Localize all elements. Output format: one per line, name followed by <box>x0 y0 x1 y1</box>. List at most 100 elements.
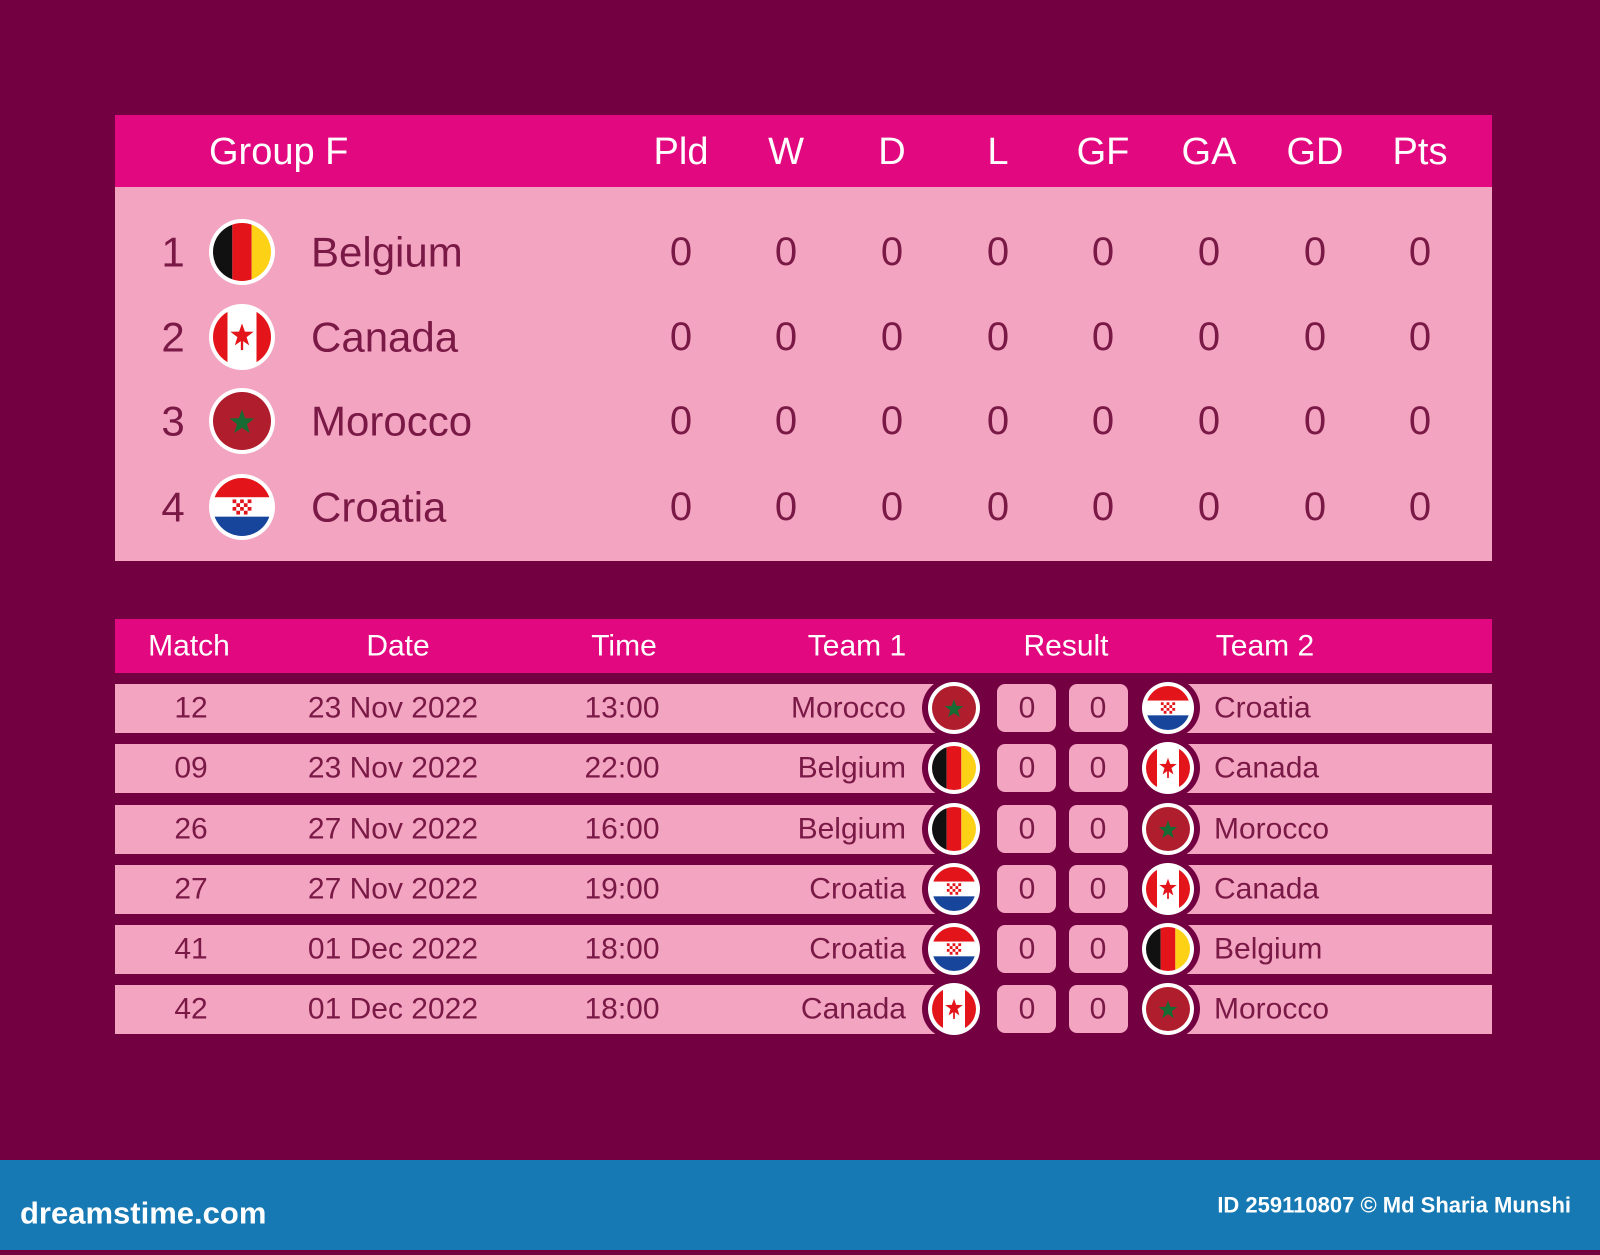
flag-star <box>229 409 255 433</box>
flag-check <box>1163 708 1167 711</box>
stat-value: 0 <box>881 315 903 359</box>
flag-check <box>949 946 953 949</box>
flag-check <box>243 507 248 511</box>
flag-band <box>1146 927 1161 971</box>
flag-leaf-stem <box>1167 770 1169 778</box>
flag-band <box>1179 746 1190 790</box>
match-date: 01 Dec 2022 <box>308 933 478 966</box>
flag-band <box>1146 686 1190 701</box>
score-box <box>997 865 1056 913</box>
flag-check <box>243 503 248 507</box>
flag-check <box>232 499 237 504</box>
footer-bar <box>0 1160 1600 1250</box>
match-number: 27 <box>174 873 207 906</box>
flag-band <box>213 478 271 498</box>
flag-check <box>1160 710 1164 714</box>
column-header: Team 2 <box>1216 630 1314 663</box>
flag <box>1146 807 1190 851</box>
flag <box>1146 686 1190 730</box>
flag-star <box>1158 820 1178 839</box>
team2-name: Belgium <box>1214 933 1322 966</box>
match-time: 22:00 <box>584 752 659 785</box>
flag <box>213 392 271 450</box>
flag-leaf <box>230 323 254 346</box>
flag-check <box>955 889 959 892</box>
flag-band <box>1160 927 1176 971</box>
flag-check <box>240 499 244 504</box>
flag-check <box>949 891 953 895</box>
flag-check <box>232 510 237 515</box>
flag-leaf-stem <box>1167 891 1169 899</box>
score-box <box>997 684 1056 732</box>
flag-check <box>955 951 959 955</box>
score-box <box>997 744 1056 792</box>
footer-site: dreamstime.com <box>20 1196 266 1231</box>
flag-check <box>1166 702 1170 706</box>
flag-check <box>946 889 950 892</box>
stat-value: 0 <box>1198 485 1220 529</box>
stat-value: 0 <box>1304 230 1326 274</box>
team1-name: Canada <box>801 993 906 1026</box>
flag-star <box>1158 1000 1178 1019</box>
flag-check <box>955 943 959 947</box>
team-name: Belgium <box>311 229 463 276</box>
team1-name: Croatia <box>809 873 906 906</box>
flag-check <box>1160 708 1164 711</box>
flag-check <box>949 886 953 889</box>
flag-band <box>251 223 271 281</box>
flag-check <box>1172 708 1176 711</box>
team1-name: Belgium <box>798 813 906 846</box>
match-date: 27 Nov 2022 <box>308 873 478 906</box>
column-header: Match <box>148 630 230 663</box>
match-row <box>115 925 1492 974</box>
stat-value: 0 <box>881 230 903 274</box>
team2-name: Canada <box>1214 873 1319 906</box>
flag-star <box>944 699 964 718</box>
score-box <box>997 805 1056 853</box>
column-header: GF <box>1077 131 1130 173</box>
team1-name: Morocco <box>791 692 906 725</box>
flag <box>932 807 976 851</box>
score: 0 <box>1090 813 1107 846</box>
match-number: 12 <box>174 692 207 725</box>
stat-value: 0 <box>987 485 1009 529</box>
flag-check <box>946 946 950 949</box>
flag <box>932 927 976 971</box>
flag-check <box>946 883 950 887</box>
standings-body <box>115 187 1492 561</box>
stat-value: 0 <box>987 399 1009 443</box>
stat-value: 0 <box>670 230 692 274</box>
stat-value: 0 <box>1409 485 1431 529</box>
flag-check <box>1166 705 1170 708</box>
flag-leaf <box>1159 878 1177 896</box>
flag-band <box>1179 867 1190 911</box>
flag <box>213 308 271 366</box>
flag-check <box>236 510 241 515</box>
match-time: 13:00 <box>584 692 659 725</box>
match-number: 41 <box>174 933 207 966</box>
flag-check <box>1160 702 1164 706</box>
flag-check <box>958 889 962 892</box>
flag-band <box>232 223 252 281</box>
score-box <box>997 925 1056 973</box>
stat-value: 0 <box>1198 315 1220 359</box>
score: 0 <box>1019 752 1036 785</box>
flag-check <box>958 949 962 952</box>
flag-check <box>1160 705 1164 708</box>
column-header: GD <box>1287 131 1344 173</box>
flag-check <box>1166 708 1170 711</box>
stat-value: 0 <box>881 485 903 529</box>
flag-check <box>1169 702 1173 706</box>
score-box <box>1069 744 1128 792</box>
flag-band <box>932 867 976 882</box>
column-header: GA <box>1182 131 1238 173</box>
flag-check <box>1169 710 1173 714</box>
flag-check <box>946 886 950 889</box>
stat-value: 0 <box>670 399 692 443</box>
flag-check <box>1166 710 1170 714</box>
flag-check <box>952 943 956 947</box>
flag-check <box>955 886 959 889</box>
flag-check <box>240 503 244 507</box>
flag <box>213 478 271 536</box>
